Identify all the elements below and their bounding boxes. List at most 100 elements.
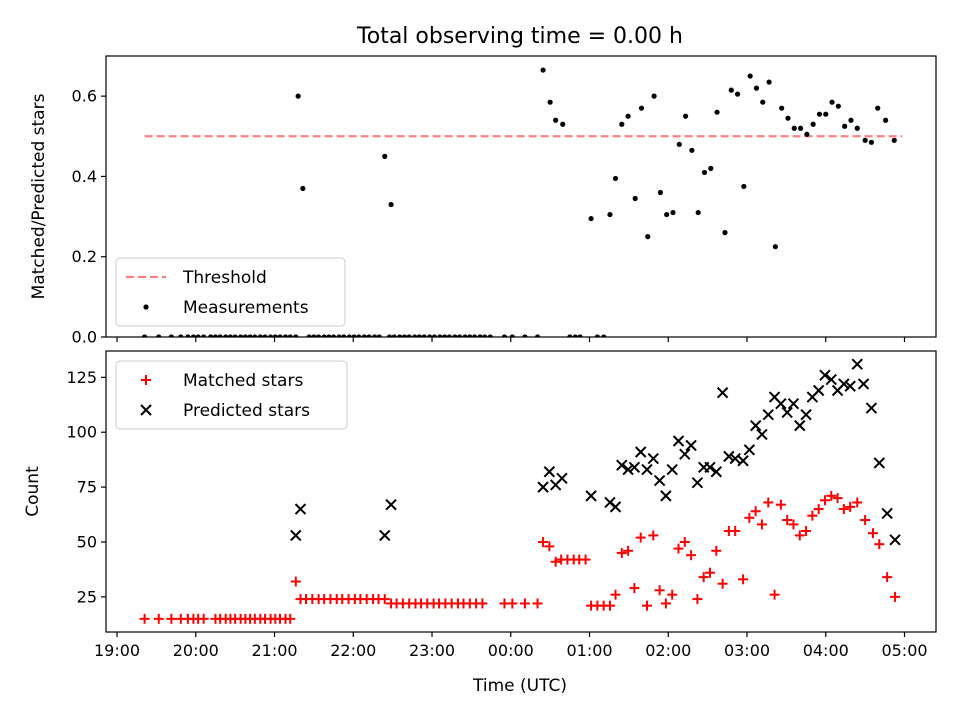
data-point — [832, 493, 843, 504]
data-point — [753, 85, 760, 91]
data-point — [139, 613, 150, 624]
data-point — [835, 103, 841, 109]
data-point — [723, 450, 735, 463]
data-point — [743, 444, 756, 456]
data-point — [785, 115, 791, 121]
x-b — [140, 404, 152, 416]
data-point — [178, 334, 184, 337]
data-point — [868, 139, 875, 145]
data-point — [519, 598, 530, 609]
data-point — [321, 334, 327, 337]
data-point — [647, 452, 660, 465]
data-point — [386, 334, 393, 337]
data-point — [379, 594, 390, 605]
y-tick-label: 0.6 — [72, 87, 97, 106]
data-point — [217, 334, 223, 337]
data-point — [290, 576, 301, 587]
data-point — [816, 111, 823, 117]
data-point — [567, 334, 573, 337]
data-point — [762, 408, 774, 421]
x-b — [585, 490, 597, 502]
series-predicted-stars — [290, 358, 901, 546]
data-point — [660, 490, 672, 502]
data-point — [722, 230, 728, 236]
data-point — [881, 507, 893, 520]
data-point — [641, 600, 652, 611]
data-point — [257, 334, 263, 337]
series-measurements — [141, 67, 897, 337]
data-point — [227, 334, 234, 337]
data-point — [791, 125, 797, 131]
data-point — [351, 334, 357, 337]
data-point — [547, 99, 553, 105]
legend-box — [115, 360, 348, 430]
data-point — [838, 504, 849, 515]
legend: Threshold Measurements — [115, 257, 346, 327]
x-b — [294, 503, 307, 515]
legend-marker — [140, 404, 152, 416]
data-point — [471, 334, 478, 337]
data-point — [376, 334, 382, 337]
data-point — [267, 334, 274, 337]
data-point — [823, 111, 829, 117]
data-point — [537, 481, 549, 493]
data-point — [190, 334, 197, 337]
data-point — [763, 497, 774, 508]
data-point — [766, 79, 772, 85]
data-point — [710, 466, 723, 478]
data-point — [294, 503, 307, 515]
data-point — [756, 519, 767, 530]
legend-label: Matched stars — [183, 371, 303, 391]
x-b — [838, 378, 850, 390]
data-point — [290, 529, 302, 542]
x-tick-label: 04:00 — [803, 641, 849, 660]
x-b — [812, 384, 825, 397]
x-b — [290, 529, 302, 542]
data-point — [750, 506, 761, 517]
data-point — [201, 334, 207, 337]
y-tick-label: 75 — [77, 478, 97, 497]
data-point — [550, 556, 561, 567]
data-point — [604, 600, 615, 611]
data-point — [632, 195, 638, 202]
data-point — [306, 334, 312, 337]
axes-frame — [105, 350, 937, 633]
x-b — [704, 461, 716, 474]
data-point — [252, 334, 258, 337]
data-point — [698, 572, 709, 583]
data-point — [538, 536, 549, 547]
x-b — [756, 428, 768, 441]
legend: Matched stars Predicted stars — [115, 360, 348, 430]
data-point — [427, 334, 433, 337]
legend-label: Threshold — [182, 268, 267, 288]
data-point — [223, 334, 229, 337]
data-point — [616, 459, 628, 471]
data-point — [673, 543, 684, 554]
data-point — [734, 91, 741, 97]
data-point — [638, 105, 645, 111]
data-point — [612, 175, 619, 182]
data-point — [477, 334, 483, 337]
plot-area — [141, 67, 903, 337]
legend-marker — [143, 304, 149, 310]
data-point — [397, 334, 403, 337]
x-b — [857, 378, 870, 390]
data-point — [477, 598, 488, 609]
data-point — [543, 466, 556, 478]
data-point — [788, 519, 799, 530]
data-point — [852, 497, 863, 508]
data-point — [826, 490, 837, 501]
data-point — [851, 358, 863, 370]
data-point — [679, 448, 691, 460]
data-point — [208, 334, 214, 337]
data-point — [341, 334, 347, 337]
x-b — [889, 534, 901, 546]
data-point — [585, 490, 597, 502]
data-point — [882, 572, 893, 583]
data-point — [651, 93, 657, 99]
data-point — [356, 334, 362, 337]
data-point — [794, 419, 806, 432]
data-point — [601, 334, 607, 337]
data-point — [482, 334, 488, 337]
